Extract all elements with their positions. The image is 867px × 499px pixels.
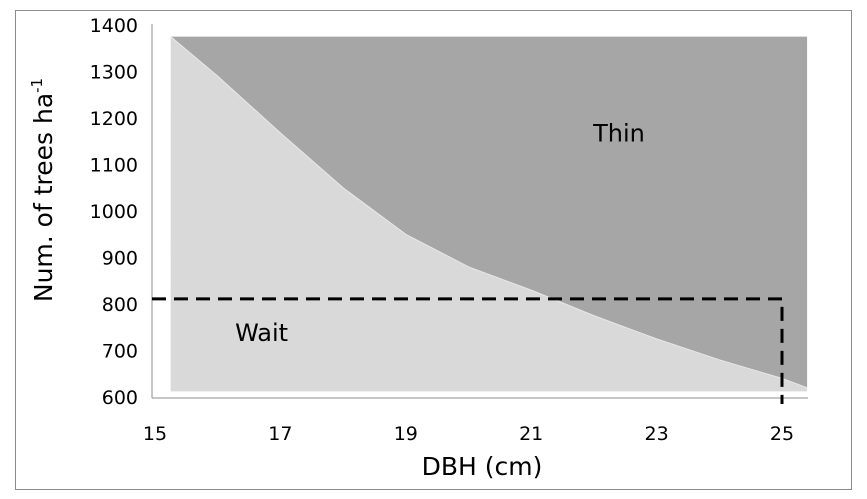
y-tick-label: 1400 xyxy=(90,15,138,37)
x-tick-label: 23 xyxy=(645,423,669,445)
y-tick-label: 900 xyxy=(102,248,138,270)
threshold-dashed-line xyxy=(152,297,784,404)
y-axis-label: Num. of trees ha-1 xyxy=(28,78,58,302)
x-tick-label: 21 xyxy=(519,423,543,445)
x-axis-label: DBH (cm) xyxy=(422,452,543,481)
y-tick-label: 1300 xyxy=(90,62,138,84)
x-tick-label: 25 xyxy=(770,423,794,445)
y-tick-label: 1200 xyxy=(90,108,138,130)
x-tick-label: 15 xyxy=(143,423,167,445)
x-tick-label: 17 xyxy=(268,423,292,445)
y-tick-label: 700 xyxy=(102,341,138,363)
y-tick-label: 800 xyxy=(102,294,138,316)
y-tick-label: 1100 xyxy=(90,155,138,177)
y-tick-label: 600 xyxy=(102,387,138,409)
region-label-wait: Wait xyxy=(235,319,288,347)
wait-region xyxy=(170,36,808,392)
y-tick-label: 1000 xyxy=(90,201,138,223)
y-axis-label-superscript: -1 xyxy=(28,78,46,93)
boundary-curve xyxy=(170,36,808,389)
x-tick-label: 19 xyxy=(394,423,418,445)
region-label-thin: Thin xyxy=(592,119,645,147)
